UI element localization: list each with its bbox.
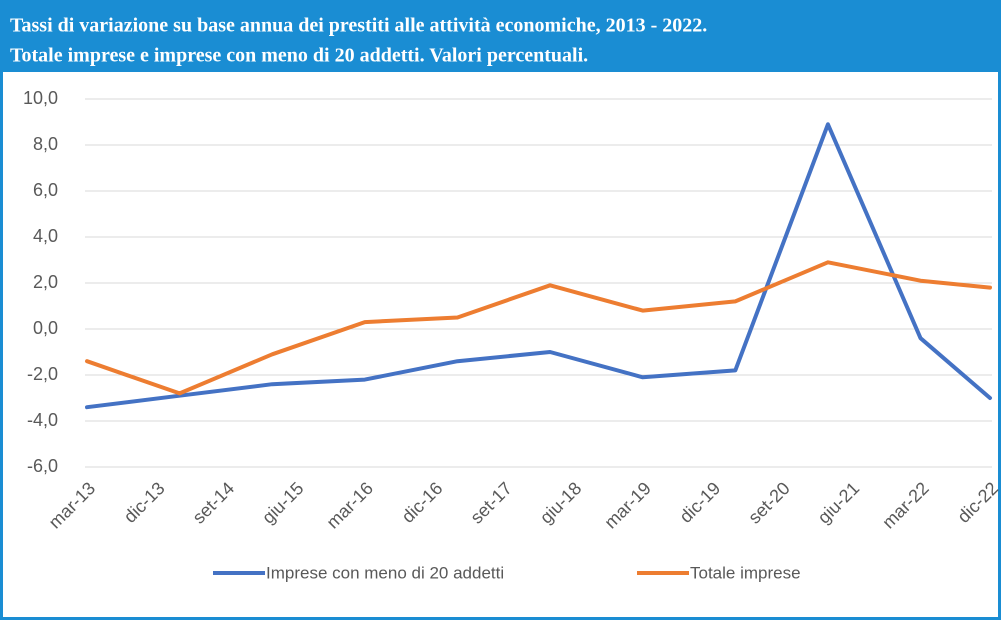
title-bar [0, 0, 1001, 72]
series-line [85, 122, 992, 410]
x-tick-label: mar-22 [878, 478, 932, 532]
x-tick-label: mar-19 [600, 478, 654, 532]
x-tick-label: dic-13 [120, 478, 169, 527]
chart-subtitle: Totale imprese e imprese con meno di 20 … [10, 45, 588, 67]
x-tick-label: dic-19 [676, 478, 725, 527]
x-tick-label: giu-18 [536, 478, 586, 528]
x-tick-label: dic-22 [953, 478, 1001, 527]
x-tick-label: giu-21 [814, 478, 864, 528]
y-tick-label: -2,0 [27, 364, 58, 384]
x-tick-label: mar-16 [323, 478, 377, 532]
y-tick-label: 10,0 [23, 88, 58, 108]
x-tick-label: set-20 [744, 478, 794, 528]
series-line [85, 260, 992, 396]
x-tick-label: set-17 [466, 478, 516, 528]
y-tick-label: -6,0 [27, 456, 58, 476]
x-tick-label: dic-16 [398, 478, 447, 527]
y-tick-label: 8,0 [33, 134, 58, 154]
y-tick-label: -4,0 [27, 410, 58, 430]
x-tick-label: giu-15 [258, 478, 308, 528]
y-tick-label: 2,0 [33, 272, 58, 292]
legend-label: Imprese con meno di 20 addetti [266, 563, 504, 582]
x-tick-label: set-14 [189, 478, 239, 528]
y-tick-label: 6,0 [33, 180, 58, 200]
chart-title: Tassi di variazione su base annua dei pr… [10, 15, 707, 37]
legend-label: Totale imprese [690, 563, 801, 582]
y-tick-label: 0,0 [33, 318, 58, 338]
x-tick-label: mar-13 [45, 478, 99, 532]
y-tick-label: 4,0 [33, 226, 58, 246]
